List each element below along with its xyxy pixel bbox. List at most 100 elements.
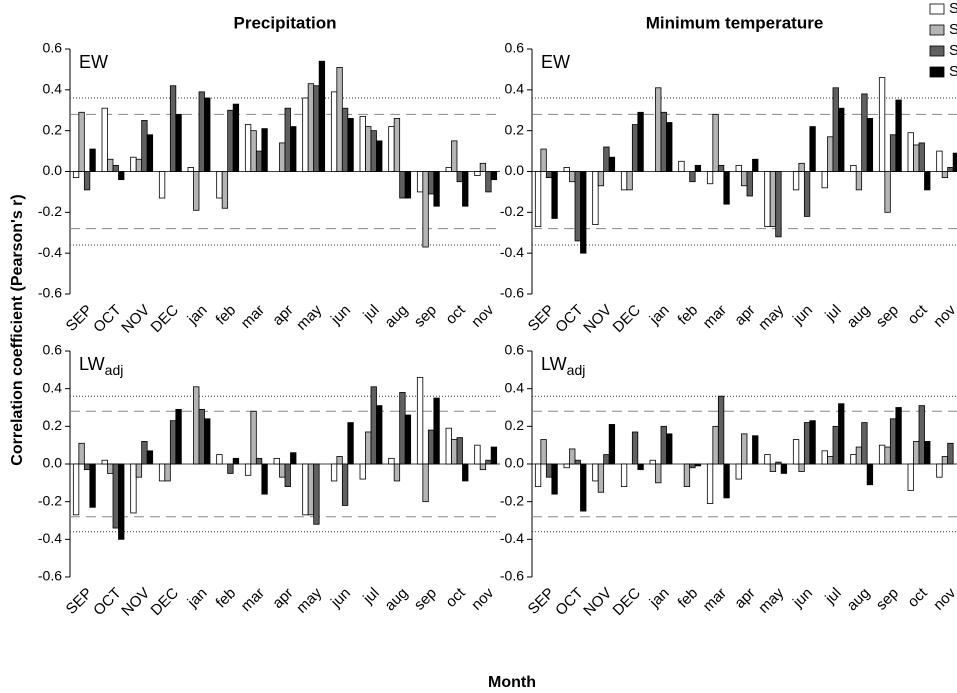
bar — [666, 122, 673, 172]
legend-label: S — [949, 21, 957, 38]
bar — [878, 77, 886, 172]
x-tick-label: oct — [442, 584, 469, 611]
bar — [603, 146, 610, 172]
bar — [850, 164, 857, 172]
bar — [490, 171, 498, 181]
bar — [175, 408, 182, 465]
panel-title: Minimum temperature — [646, 13, 824, 32]
bar — [198, 91, 205, 172]
bar — [204, 418, 211, 465]
bar — [388, 457, 395, 465]
bar — [158, 463, 166, 482]
x-tick-label: jun — [789, 302, 816, 329]
x-tick-label: oct — [442, 301, 469, 328]
legend-label: S — [949, 42, 957, 59]
bar — [341, 107, 349, 172]
bar — [244, 463, 252, 476]
bar — [451, 140, 458, 172]
x-tick-label: feb — [213, 302, 240, 329]
bar — [775, 461, 782, 465]
bar — [723, 463, 730, 499]
bar — [660, 425, 667, 465]
bar — [433, 397, 440, 465]
x-tick-label: sep — [873, 302, 902, 331]
legend-swatch — [929, 66, 945, 78]
x-tick-label: NOV — [580, 302, 615, 337]
bar — [683, 463, 691, 488]
bar — [232, 457, 240, 465]
bar — [347, 422, 354, 465]
bar — [809, 126, 816, 172]
bar — [479, 162, 487, 172]
bar — [474, 171, 481, 176]
bar — [655, 87, 662, 172]
bar — [302, 97, 309, 172]
legend-swatch — [929, 24, 945, 36]
bar — [290, 452, 297, 465]
bar — [89, 148, 96, 172]
x-tick-label: SEP — [63, 302, 96, 335]
bar — [261, 128, 268, 172]
y-tick-label: -0.6 — [38, 285, 62, 301]
bar — [832, 425, 839, 465]
bar — [706, 463, 714, 504]
bar — [318, 60, 326, 172]
bar — [878, 444, 886, 465]
y-tick-label: 0.2 — [43, 121, 63, 137]
bar — [534, 171, 542, 228]
bar — [666, 433, 673, 465]
bar — [540, 148, 547, 172]
bar — [490, 446, 498, 465]
panel-label: EW — [79, 52, 108, 72]
x-tick-label: may — [755, 301, 787, 333]
bar — [313, 463, 320, 525]
bar — [551, 463, 558, 495]
bar — [918, 405, 925, 465]
y-tick-label: -0.4 — [500, 244, 524, 260]
x-tick-label: oct — [904, 584, 931, 611]
bar — [603, 454, 610, 465]
bar — [118, 463, 125, 540]
bar — [569, 171, 576, 183]
bar — [764, 171, 771, 228]
bar — [637, 463, 644, 471]
y-tick-label: -0.6 — [38, 568, 62, 584]
bar — [399, 171, 406, 199]
bar — [284, 107, 291, 172]
bar — [792, 439, 800, 465]
bar — [479, 463, 487, 471]
bar — [712, 425, 719, 465]
bar — [947, 442, 954, 465]
bar — [72, 171, 80, 179]
bar — [936, 150, 943, 172]
bar — [330, 91, 338, 172]
x-tick-label: feb — [675, 302, 702, 329]
bar — [694, 164, 702, 172]
bar — [422, 171, 429, 248]
bar — [608, 424, 616, 465]
bar — [169, 85, 177, 172]
bar — [574, 459, 581, 465]
y-tick-label: -0.2 — [500, 492, 524, 508]
y-axis-label: Correlation coefficient (Pearson's r) — [9, 194, 26, 465]
bar — [631, 124, 639, 172]
y-tick-label: 0.0 — [505, 162, 525, 178]
x-tick-label: nov — [468, 301, 497, 330]
bar — [433, 171, 440, 207]
bar — [427, 429, 435, 465]
bar — [746, 171, 753, 197]
bar — [216, 171, 223, 199]
bar — [580, 171, 587, 254]
legend-label: S — [949, 0, 957, 17]
bar — [717, 395, 725, 465]
bar — [198, 408, 205, 465]
bar — [907, 132, 914, 172]
x-tick-label: aug — [382, 302, 412, 332]
legend-label: S — [949, 63, 957, 80]
bar — [388, 126, 395, 172]
x-tick-label: NOV — [580, 585, 615, 620]
bar — [861, 93, 868, 172]
bar — [107, 463, 114, 474]
x-tick-label: DEC — [148, 584, 183, 619]
y-tick-label: -0.2 — [500, 203, 524, 219]
